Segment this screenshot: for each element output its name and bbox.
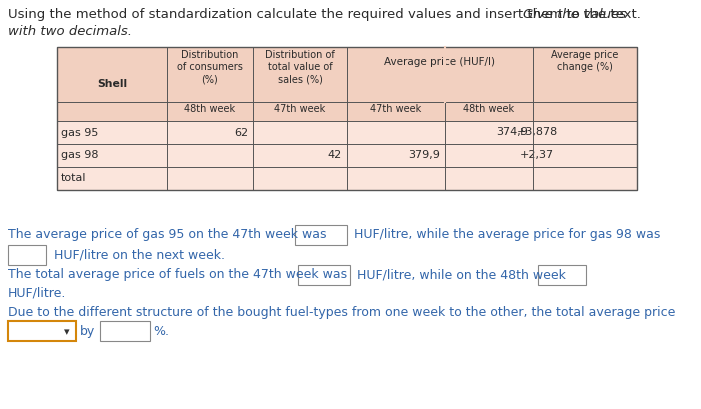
Bar [298, 265, 350, 285]
Bar [445, 48, 533, 122]
Bar [295, 225, 347, 245]
Text: Average price (HUF/l): Average price (HUF/l) [385, 57, 496, 67]
Bar [100, 321, 150, 341]
Bar [253, 168, 347, 191]
Bar [533, 168, 637, 191]
Text: Shell: Shell [97, 79, 127, 89]
Text: total: total [61, 173, 86, 183]
Text: Using the method of standardization calculate the required values and insert the: Using the method of standardization calc… [8, 8, 645, 21]
Text: with two decimals.: with two decimals. [8, 25, 132, 38]
Bar [57, 48, 637, 191]
Text: HUF/litre.: HUF/litre. [8, 286, 67, 299]
Text: +3,878: +3,878 [517, 127, 557, 137]
Text: 48th week: 48th week [463, 104, 515, 114]
Bar [533, 48, 637, 122]
Bar [57, 48, 167, 122]
Text: gas 98: gas 98 [61, 150, 99, 160]
Text: 48th week: 48th week [184, 104, 236, 114]
Bar [167, 145, 253, 168]
Bar [347, 145, 445, 168]
Text: Due to the different structure of the bought fuel-types from one week to the oth: Due to the different structure of the bo… [8, 305, 675, 318]
Text: ▾: ▾ [64, 326, 70, 336]
Bar [8, 245, 46, 265]
Bar [57, 168, 167, 191]
Text: 42: 42 [328, 150, 342, 160]
Text: HUF/litre on the next week.: HUF/litre on the next week. [50, 247, 225, 261]
Bar [347, 122, 445, 145]
Text: 379,9: 379,9 [408, 150, 440, 160]
Text: %.: %. [153, 324, 169, 337]
Bar [167, 48, 253, 122]
Text: 374,9: 374,9 [496, 127, 528, 137]
Bar [445, 168, 533, 191]
Text: Distribution
of consumers
(%): Distribution of consumers (%) [177, 50, 243, 84]
Bar [253, 48, 347, 122]
Text: HUF/litre, while on the 48th week: HUF/litre, while on the 48th week [353, 267, 570, 280]
Text: 62: 62 [234, 127, 248, 137]
Text: 47th week: 47th week [274, 104, 326, 114]
Bar [445, 145, 533, 168]
Bar [347, 168, 445, 191]
Bar [167, 168, 253, 191]
Text: Give the values: Give the values [523, 8, 626, 21]
Bar [57, 145, 167, 168]
Text: Average price
change (%): Average price change (%) [551, 50, 619, 72]
Bar [167, 122, 253, 145]
Text: by: by [80, 324, 95, 337]
Text: +2,37: +2,37 [520, 150, 554, 160]
Text: The total average price of fuels on the 47th week was: The total average price of fuels on the … [8, 267, 351, 280]
Bar [347, 48, 445, 122]
Text: gas 95: gas 95 [61, 127, 98, 137]
Text: 47th week: 47th week [370, 104, 421, 114]
Text: HUF/litre, while the average price for gas 98 was: HUF/litre, while the average price for g… [350, 227, 660, 240]
Text: Distribution of
total value of
sales (%): Distribution of total value of sales (%) [265, 50, 335, 84]
Bar [253, 145, 347, 168]
Bar [445, 122, 533, 145]
Bar [533, 122, 637, 145]
Bar [8, 321, 76, 341]
Bar [538, 265, 586, 285]
Text: The average price of gas 95 on the 47th week was: The average price of gas 95 on the 47th … [8, 227, 330, 240]
Bar [57, 122, 167, 145]
Bar [253, 122, 347, 145]
Bar [533, 145, 637, 168]
